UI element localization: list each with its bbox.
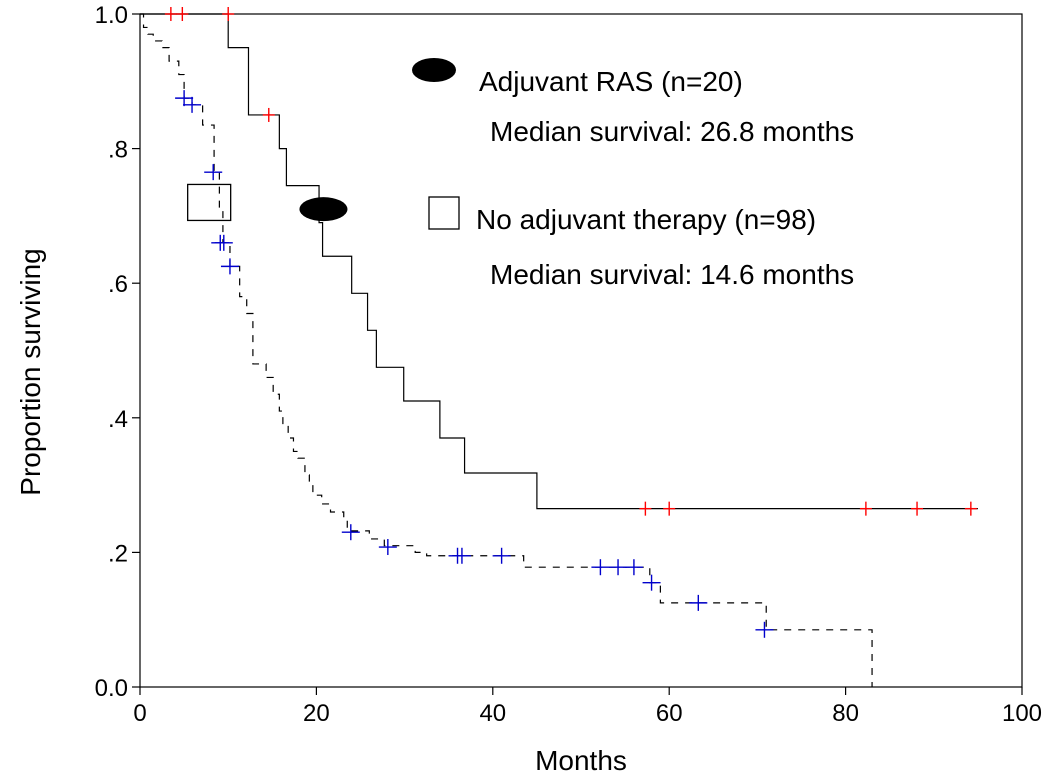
x-tick-label: 100 <box>1002 700 1042 727</box>
y-axis-title: Proportion surviving <box>15 248 46 495</box>
x-axis: 0 20 40 60 80 100 <box>133 687 1042 727</box>
ras-censor-mark <box>176 7 188 21</box>
ras-censor-mark <box>663 502 675 516</box>
y-tick-label: 1.0 <box>95 2 128 29</box>
ras-censor-mark <box>860 502 872 516</box>
no-adjuvant-censor-mark <box>625 559 643 575</box>
y-tick-label: .8 <box>108 137 128 164</box>
ras-censor-mark <box>911 502 923 516</box>
ras-censor-mark <box>222 7 234 21</box>
y-axis: 0.0 .2 .4 .6 .8 1.0 <box>95 2 140 702</box>
y-tick-label: .4 <box>108 406 128 433</box>
no-adjuvant-censor-mark <box>643 575 661 591</box>
no-adjuvant-censor-mark <box>175 90 193 106</box>
legend-no-adjuvant-label: No adjuvant therapy (n=98) <box>476 204 816 235</box>
x-tick-label: 40 <box>479 700 506 727</box>
no-adjuvant-censor-mark <box>493 548 511 564</box>
legend-ras-median: Median survival: 26.8 months <box>490 116 854 147</box>
ras-censor-mark <box>263 108 275 122</box>
x-tick-label: 20 <box>303 700 330 727</box>
x-axis-title: Months <box>535 745 627 776</box>
y-tick-label: 0.0 <box>95 675 128 702</box>
no-adjuvant-censor-mark <box>609 559 627 575</box>
no-adjuvant-censor-mark <box>183 97 201 113</box>
no-adjuvant-censor-mark <box>379 539 397 555</box>
legend-no-adjuvant-median: Median survival: 14.6 months <box>490 259 854 290</box>
ras-curve-marker <box>299 197 347 221</box>
no-adjuvant-censor-mark <box>689 595 707 611</box>
no-adjuvant-censor-mark <box>755 622 773 638</box>
no-adjuvant-censor-mark <box>221 258 239 274</box>
series-markers <box>188 184 348 221</box>
x-tick-label: 80 <box>832 700 859 727</box>
no-adjuvant-censor-mark <box>591 559 609 575</box>
no-adjuvant-censor-mark <box>453 548 471 564</box>
legend-ras-marker-icon <box>412 58 456 82</box>
y-tick-label: .6 <box>108 271 128 298</box>
ras-censor-mark <box>639 502 651 516</box>
legend-no-adjuvant-marker-icon <box>429 197 459 229</box>
x-tick-label: 60 <box>656 700 683 727</box>
no-adjuvant-censor-mark <box>342 524 360 540</box>
no-adjuvant-curve-marker <box>188 184 231 220</box>
legend-ras-label: Adjuvant RAS (n=20) <box>479 66 743 97</box>
legend: Adjuvant RAS (n=20) Median survival: 26.… <box>412 58 854 290</box>
x-tick-label: 0 <box>133 700 146 727</box>
ras-censor-mark <box>965 502 977 516</box>
ras-censor-mark <box>165 7 177 21</box>
y-tick-label: .2 <box>108 540 128 567</box>
censor-marks <box>165 7 977 638</box>
